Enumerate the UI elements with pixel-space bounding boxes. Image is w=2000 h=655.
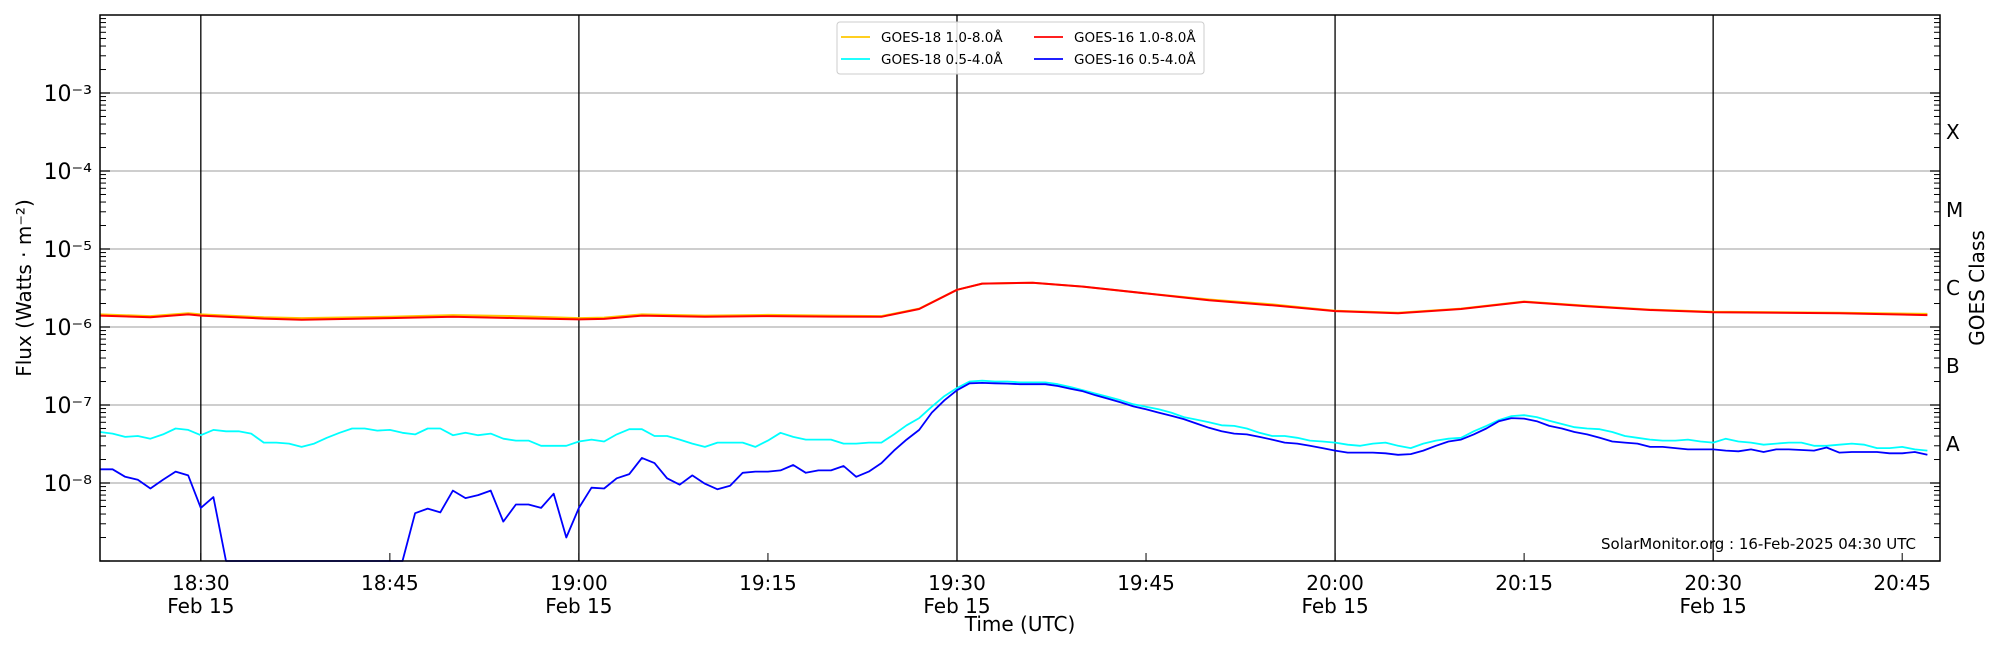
goes-class-label: B xyxy=(1946,354,1960,378)
x-tick-date-label: Feb 15 xyxy=(1680,594,1747,618)
source-annotation: SolarMonitor.org : 16-Feb-2025 04:30 UTC xyxy=(1601,535,1916,553)
series-lines xyxy=(99,281,1928,562)
x-tick-label: 18:30 xyxy=(172,571,230,595)
x-tick-date-label: Feb 15 xyxy=(923,594,990,618)
x-tick-label: 19:45 xyxy=(1117,571,1175,595)
x-tick-label: 20:15 xyxy=(1495,571,1553,595)
y-tick-label: 10⁻⁵ xyxy=(44,238,92,263)
y-tick-label: 10⁻⁶ xyxy=(44,316,93,341)
x-tick-label: 19:15 xyxy=(739,571,797,595)
legend-label: GOES-18 1.0-8.0Å xyxy=(881,29,1003,46)
x-tick-label: 20:00 xyxy=(1306,571,1364,595)
series-line-goes-16-0-5-4-0- xyxy=(100,381,1928,562)
gridlines xyxy=(100,92,1940,484)
x-tick-date-label: Feb 15 xyxy=(1301,594,1368,618)
y-tick-label: 10⁻³ xyxy=(44,82,92,107)
legend-label: GOES-18 0.5-4.0Å xyxy=(881,51,1003,68)
legend-label: GOES-16 1.0-8.0Å xyxy=(1074,29,1196,46)
y-tick-label: 10⁻⁸ xyxy=(44,472,93,497)
series-line-goes-16-1-0-8-0- xyxy=(99,281,1928,321)
goes-class-label: C xyxy=(1946,276,1960,300)
y-axis-label: Flux (Watts · m⁻²) xyxy=(12,199,36,377)
series-line-goes-18-1-0-8-0- xyxy=(99,281,1928,320)
y-tick-label: 10⁻⁷ xyxy=(44,394,92,419)
x-tick-date-label: Feb 15 xyxy=(545,594,612,618)
goes-class-label: X xyxy=(1946,120,1960,144)
plot-frame xyxy=(99,14,1941,562)
goes-class-label: M xyxy=(1946,198,1963,222)
x-tick-label: 20:45 xyxy=(1873,571,1931,595)
x-tick-label: 18:45 xyxy=(361,571,419,595)
x-tick-label: 19:30 xyxy=(928,571,986,595)
legend-box xyxy=(836,21,1205,75)
y2-axis-label: GOES Class xyxy=(1965,230,1989,346)
y-tick-label: 10⁻⁴ xyxy=(44,160,93,185)
series-line-goes-18-0-5-4-0- xyxy=(99,379,1928,452)
x-axis-label: Time (UTC) xyxy=(964,612,1076,636)
x-tick-label: 19:00 xyxy=(550,571,608,595)
goes-class-label: A xyxy=(1946,432,1960,456)
legend: GOES-18 1.0-8.0Å GOES-18 0.5-4.0Å GOES-16 … xyxy=(836,21,1205,75)
legend-label: GOES-16 0.5-4.0Å xyxy=(1074,51,1196,68)
x-tick-label: 20:30 xyxy=(1684,571,1742,595)
x-tick-date-label: Feb 15 xyxy=(167,594,234,618)
time-marker-lines xyxy=(200,15,1714,561)
